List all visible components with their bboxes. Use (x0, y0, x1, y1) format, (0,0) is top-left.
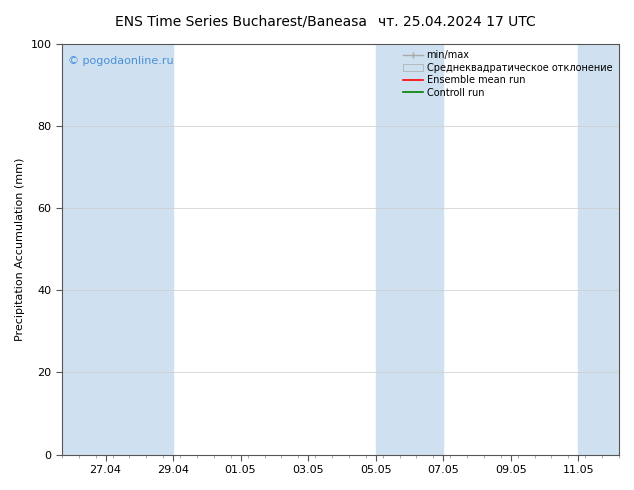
Y-axis label: Precipitation Accumulation (mm): Precipitation Accumulation (mm) (15, 157, 25, 341)
Text: ENS Time Series Bucharest/Baneasa: ENS Time Series Bucharest/Baneasa (115, 15, 367, 29)
Legend: min/max, Среднеквадратическое отклонение, Ensemble mean run, Controll run: min/max, Среднеквадратическое отклонение… (401, 49, 614, 99)
Bar (105, 44, 173, 455)
Text: чт. 25.04.2024 17 UTC: чт. 25.04.2024 17 UTC (378, 15, 535, 29)
Bar (578, 44, 619, 455)
Bar (62, 44, 105, 455)
Bar (375, 44, 443, 455)
Text: © pogodaonline.ru: © pogodaonline.ru (68, 56, 173, 66)
